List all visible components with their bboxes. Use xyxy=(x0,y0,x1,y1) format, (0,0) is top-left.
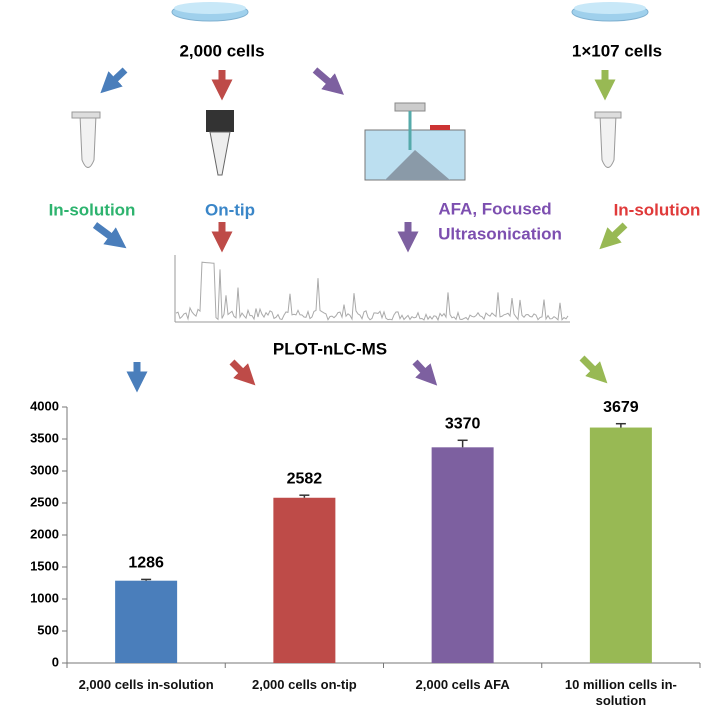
y-tick-label: 4000 xyxy=(30,398,59,413)
y-tick-label: 3000 xyxy=(30,462,59,477)
method-label: Ultrasonication xyxy=(438,224,562,243)
method-label: On-tip xyxy=(205,200,255,219)
y-tick-label: 3500 xyxy=(30,430,59,445)
y-tick-label: 2500 xyxy=(30,494,59,509)
method-label: AFA, Focused xyxy=(438,199,551,218)
x-tick-label: 2,000 cells AFA xyxy=(415,677,510,692)
value-label: 2582 xyxy=(287,470,323,487)
method-label: In-solution xyxy=(49,200,136,219)
value-label: 1286 xyxy=(128,555,164,572)
tube-icon xyxy=(594,111,622,168)
bar-chart: 0 500 1000 1500 2000 2500 3000 3500 4000 1286 2582… xyxy=(30,398,701,669)
bar xyxy=(273,497,336,663)
trace xyxy=(175,261,569,322)
bar xyxy=(431,447,494,663)
value-label: 3370 xyxy=(445,415,481,432)
method-label: In-solution xyxy=(614,200,701,219)
y-tick-label: 0 xyxy=(52,654,59,669)
sample-label: 2,000 cells xyxy=(179,41,264,60)
tube-icon xyxy=(71,111,101,168)
petri-dish xyxy=(571,2,649,22)
chromatogram xyxy=(174,255,570,323)
tip-icon xyxy=(206,110,234,176)
x-tick-label: 2,000 cells in-solution xyxy=(78,677,214,692)
bar xyxy=(115,580,178,663)
value-label: 3679 xyxy=(603,399,639,416)
petri-dish xyxy=(171,2,249,22)
y-tick-label: 2000 xyxy=(30,526,59,541)
analysis-label: PLOT-nLC-MS xyxy=(273,339,387,358)
y-tick-label: 500 xyxy=(37,622,59,637)
x-tick-label: 10 million cells in-solution xyxy=(564,677,677,708)
sonicator-icon xyxy=(364,102,466,181)
sample-label: 1×107 cells xyxy=(572,41,662,60)
x-tick-label: 2,000 cells on-tip xyxy=(251,677,357,692)
y-tick-label: 1000 xyxy=(30,590,59,605)
y-tick-label: 1500 xyxy=(30,558,59,573)
bar xyxy=(589,427,652,663)
arrows xyxy=(92,67,628,393)
